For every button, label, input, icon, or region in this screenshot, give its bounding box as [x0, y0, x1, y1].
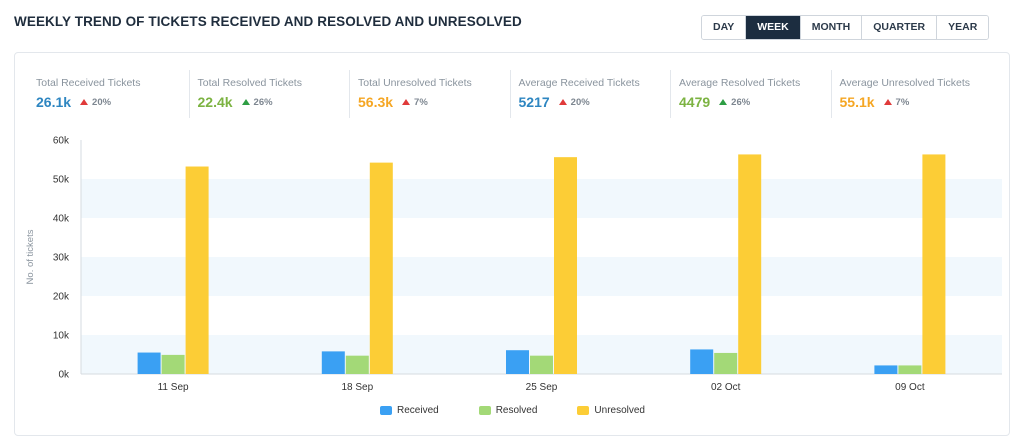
page-title: WEEKLY TREND OF TICKETS RECEIVED AND RES… — [14, 14, 522, 29]
bar-unresolved-25-sep — [554, 157, 577, 374]
bar-received-11-sep — [137, 352, 161, 374]
y-tick-label: 30k — [53, 253, 70, 264]
stat-label: Average Received Tickets — [518, 77, 640, 89]
stat-change: 20% — [80, 97, 111, 108]
stat-value: 56.3k — [358, 94, 394, 110]
y-tick-label: 60k — [53, 136, 70, 147]
bar-received-02-oct — [690, 349, 714, 374]
grid-band — [81, 257, 1002, 296]
bar-resolved-09-oct — [898, 365, 922, 374]
tab-quarter[interactable]: QUARTER — [861, 16, 937, 39]
stat-label: Total Received Tickets — [36, 77, 141, 89]
legend-item-received[interactable]: Received — [380, 405, 439, 416]
x-tick-label: 25 Sep — [526, 382, 558, 393]
stat-change: 20% — [558, 97, 590, 108]
bar-unresolved-02-oct — [738, 154, 762, 374]
trend-up-icon — [241, 99, 250, 105]
trend-up-icon — [558, 99, 567, 105]
stat-value: 5217 — [518, 94, 550, 110]
stat-total-unresolved: Total Unresolved Tickets 56.3k 7% — [349, 70, 510, 118]
bar-resolved-25-sep — [530, 355, 553, 374]
tab-day[interactable]: DAY — [702, 16, 746, 39]
stat-average-received: Average Received Tickets 5217 20% — [509, 70, 671, 118]
bar-resolved-18-sep — [345, 355, 369, 374]
stat-label: Total Resolved Tickets — [197, 77, 302, 89]
y-tick-label: 40k — [53, 214, 70, 225]
stat-value: 55.1k — [839, 94, 875, 110]
stat-label: Average Resolved Tickets — [679, 77, 801, 89]
stat-change: 26% — [241, 97, 273, 108]
stat-average-unresolved: Average Unresolved Tickets 55.1k 7% — [830, 70, 992, 118]
bar-received-09-oct — [874, 365, 898, 374]
trend-up-icon — [719, 99, 728, 105]
legend-label: Received — [397, 405, 439, 416]
stat-total-resolved: Total Resolved Tickets 22.4k 26% — [188, 70, 350, 118]
stats-row: Total Received Tickets 26.1k 20% Total R… — [28, 70, 991, 118]
legend-item-unresolved[interactable]: Unresolved — [577, 405, 645, 416]
stat-label: Average Unresolved Tickets — [839, 77, 971, 89]
legend-item-resolved[interactable]: Resolved — [478, 405, 538, 416]
tab-week[interactable]: WEEK — [745, 16, 800, 39]
trend-up-icon — [402, 99, 411, 105]
bar-resolved-02-oct — [714, 352, 738, 374]
y-tick-label: 20k — [53, 292, 70, 303]
bar-resolved-11-sep — [161, 354, 185, 374]
stat-change: 7% — [402, 97, 428, 108]
legend-swatch — [478, 406, 491, 415]
bar-unresolved-09-oct — [922, 154, 946, 374]
stat-value: 4479 — [679, 94, 711, 110]
x-tick-label: 02 Oct — [711, 382, 741, 393]
legend-swatch — [577, 406, 590, 415]
stat-value: 26.1k — [36, 94, 72, 110]
trend-up-icon — [80, 99, 89, 105]
tab-month[interactable]: MONTH — [799, 16, 862, 39]
y-tick-label: 10k — [53, 331, 70, 342]
bar-received-18-sep — [321, 351, 345, 374]
stat-change: 26% — [719, 97, 750, 108]
legend-label: Resolved — [495, 405, 538, 416]
stat-change: 7% — [883, 97, 909, 108]
trend-up-icon — [883, 99, 892, 105]
chart-legend: Received Resolved Unresolved — [380, 405, 685, 416]
tab-year[interactable]: YEAR — [936, 16, 989, 39]
y-axis-label: No. of tickets — [25, 229, 36, 284]
y-tick-label: 0k — [58, 370, 70, 381]
stat-total-received: Total Received Tickets 26.1k 20% — [28, 70, 189, 118]
bar-chart: 0k 10k 20k 30k 40k 50k 60k No. of tickets 11 Sep… — [25, 136, 1002, 393]
bar-received-25-sep — [506, 350, 529, 374]
period-tabs: DAY WEEK MONTH QUARTER YEAR — [701, 15, 990, 40]
stat-average-resolved: Average Resolved Tickets 4479 26% — [670, 70, 831, 118]
y-tick-label: 50k — [53, 175, 70, 186]
stat-value: 22.4k — [197, 94, 233, 110]
legend-swatch — [380, 406, 392, 415]
x-tick-label: 09 Oct — [895, 382, 925, 393]
x-tick-label: 11 Sep — [158, 382, 189, 393]
stat-label: Total Unresolved Tickets — [358, 77, 472, 89]
grid-band — [81, 179, 1002, 218]
bar-unresolved-18-sep — [369, 162, 393, 374]
legend-label: Unresolved — [594, 405, 645, 416]
bar-unresolved-11-sep — [185, 166, 209, 374]
x-tick-label: 18 Sep — [341, 382, 373, 393]
